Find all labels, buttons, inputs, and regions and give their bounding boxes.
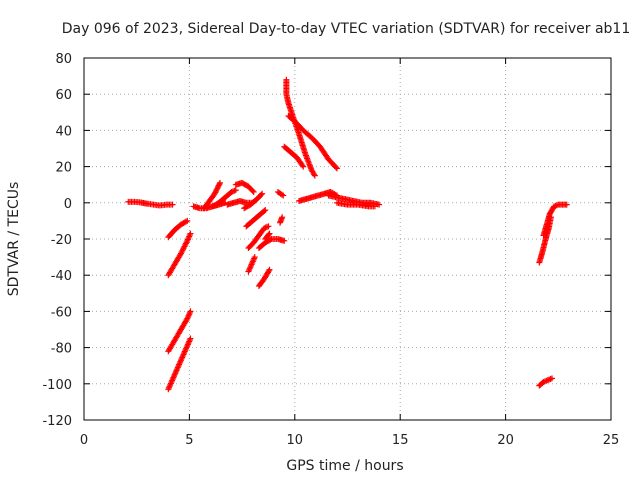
data-point-marker [265, 231, 272, 238]
data-point-marker [299, 162, 306, 169]
data-point-marker [371, 203, 378, 210]
plot-frame [83, 57, 612, 421]
series-arc-04 [165, 308, 194, 355]
data-point-marker [266, 266, 273, 273]
y-tick-label: -100 [42, 378, 72, 393]
series-arc-25 [333, 199, 378, 210]
series-arc-19 [274, 188, 287, 199]
series-arc-02 [165, 217, 191, 241]
data-point-marker [376, 201, 383, 208]
data-point-marker [300, 163, 307, 170]
x-tick-label: 0 [80, 433, 88, 448]
data-point-marker [211, 190, 218, 197]
data-point-marker [262, 207, 269, 214]
series-arc-14 [245, 254, 258, 275]
series-arc-15 [255, 266, 273, 290]
data-point-marker [214, 183, 221, 190]
chart-title: Day 096 of 2023, Sidereal Day-to-day VTE… [62, 21, 631, 37]
x-tick-label: 20 [497, 433, 514, 448]
data-point-marker [267, 236, 274, 243]
series-arc-23 [296, 188, 340, 204]
grid-lines [84, 58, 611, 420]
y-tick-label: -40 [51, 269, 72, 284]
y-tick-label: -60 [51, 305, 72, 320]
data-point-marker [333, 165, 340, 172]
y-tick-label: -80 [51, 342, 72, 357]
series-arc-17 [262, 230, 273, 242]
series-arc-22 [281, 143, 307, 170]
x-tick-label: 15 [392, 433, 409, 448]
data-point-marker [232, 187, 239, 194]
data-point-marker [265, 223, 272, 230]
series-arc-18 [277, 214, 286, 226]
y-tick-label: 20 [55, 161, 72, 176]
data-point-marker [187, 335, 194, 342]
data-point-marker [311, 172, 318, 179]
data-point-marker [249, 187, 256, 194]
data-point-marker [184, 217, 191, 224]
data-point-marker [187, 308, 194, 315]
data-marks [125, 76, 570, 393]
data-point-marker [548, 375, 555, 382]
series-arc-10 [232, 179, 257, 195]
data-point-marker [216, 179, 223, 186]
series-arc-09 [224, 197, 256, 208]
data-point-marker [261, 207, 268, 214]
series-arc-07 [201, 179, 223, 212]
y-tick-label: 60 [55, 88, 72, 103]
data-point-marker [250, 188, 257, 195]
series-arc-01 [125, 198, 176, 209]
x-tick-label: 25 [603, 433, 620, 448]
series-arc-05 [165, 335, 194, 393]
x-tick-label: 5 [185, 433, 193, 448]
data-point-marker [311, 171, 318, 178]
y-tick-label: 0 [64, 197, 72, 212]
data-point-marker [280, 192, 287, 199]
series-arc-12 [243, 207, 269, 230]
x-tick-label: 10 [287, 433, 304, 448]
data-point-marker [278, 191, 285, 198]
data-point-marker [266, 230, 273, 237]
data-point-marker [215, 182, 222, 189]
y-tick-label: 80 [55, 52, 72, 67]
data-point-marker [259, 190, 266, 197]
series-arc-21 [285, 112, 340, 172]
data-point-marker [212, 189, 219, 196]
data-point-marker [213, 188, 220, 195]
series-arc-27 [540, 201, 570, 239]
data-point-marker [279, 214, 286, 221]
series-arc-11 [241, 190, 266, 212]
data-point-marker [332, 164, 339, 171]
data-point-marker [213, 186, 220, 193]
series-arc-03 [165, 230, 194, 279]
y-tick-label: 40 [55, 124, 72, 139]
data-point-marker [216, 181, 223, 188]
y-tick-label: -20 [51, 233, 72, 248]
data-point-marker [169, 201, 176, 208]
series-arc-13 [245, 223, 272, 252]
x-axis-label: GPS time / hours [286, 458, 403, 474]
data-point-marker [187, 230, 194, 237]
data-point-marker [251, 254, 258, 261]
axis-ticks: 0 5 10 15 20 25 -120 -100 -80 -60 -40 -20 0 20 40 60 80 [42, 52, 619, 448]
series-arc-16 [255, 236, 288, 252]
data-point-marker [183, 218, 190, 225]
series-arc-28 [536, 375, 555, 389]
y-axis-label: SDTVAR / TECUs [6, 182, 22, 297]
data-point-marker [563, 201, 570, 208]
data-point-marker [214, 185, 221, 192]
data-point-marker [281, 237, 288, 244]
series-arc-08 [209, 187, 239, 210]
data-point-marker [265, 268, 272, 275]
y-tick-label: -120 [42, 414, 72, 429]
data-point-marker [258, 191, 265, 198]
